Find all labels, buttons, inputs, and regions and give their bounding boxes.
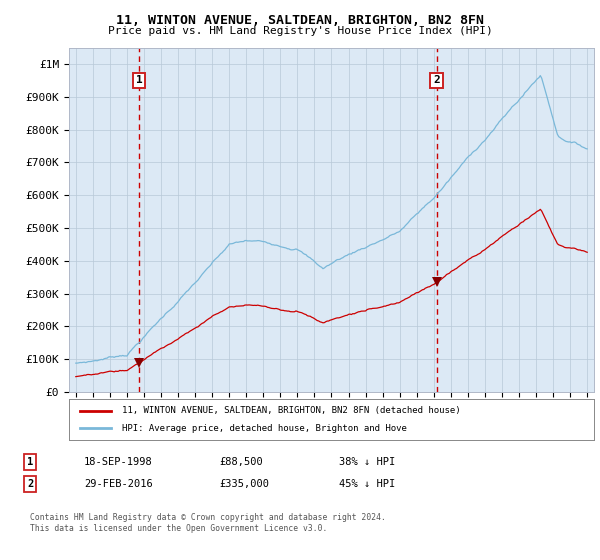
Text: 29-FEB-2016: 29-FEB-2016 bbox=[84, 479, 153, 489]
Text: £335,000: £335,000 bbox=[219, 479, 269, 489]
Text: HPI: Average price, detached house, Brighton and Hove: HPI: Average price, detached house, Brig… bbox=[121, 424, 406, 433]
Text: Contains HM Land Registry data © Crown copyright and database right 2024.: Contains HM Land Registry data © Crown c… bbox=[30, 513, 386, 522]
Text: 2: 2 bbox=[433, 75, 440, 85]
Text: 1: 1 bbox=[136, 75, 143, 85]
Text: 38% ↓ HPI: 38% ↓ HPI bbox=[339, 457, 395, 467]
Text: 1: 1 bbox=[27, 457, 33, 467]
Text: 18-SEP-1998: 18-SEP-1998 bbox=[84, 457, 153, 467]
Text: 45% ↓ HPI: 45% ↓ HPI bbox=[339, 479, 395, 489]
Text: 2: 2 bbox=[27, 479, 33, 489]
Text: 11, WINTON AVENUE, SALTDEAN, BRIGHTON, BN2 8FN: 11, WINTON AVENUE, SALTDEAN, BRIGHTON, B… bbox=[116, 14, 484, 27]
Text: 11, WINTON AVENUE, SALTDEAN, BRIGHTON, BN2 8FN (detached house): 11, WINTON AVENUE, SALTDEAN, BRIGHTON, B… bbox=[121, 406, 460, 415]
Text: This data is licensed under the Open Government Licence v3.0.: This data is licensed under the Open Gov… bbox=[30, 524, 328, 533]
Text: Price paid vs. HM Land Registry's House Price Index (HPI): Price paid vs. HM Land Registry's House … bbox=[107, 26, 493, 36]
Text: £88,500: £88,500 bbox=[219, 457, 263, 467]
